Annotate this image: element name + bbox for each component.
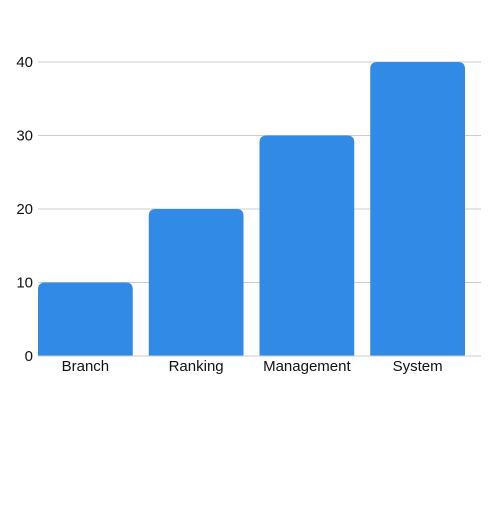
bar-system — [370, 62, 465, 356]
y-tick-label: 40 — [16, 54, 33, 71]
x-tick-label: Ranking — [169, 358, 224, 375]
bar-branch — [38, 283, 133, 357]
y-tick-label: 30 — [16, 128, 33, 145]
bar-management — [260, 136, 355, 357]
x-axis: Branch Ranking Management System — [38, 356, 481, 375]
x-tick-label: System — [393, 358, 443, 375]
y-tick-label: 10 — [16, 275, 33, 292]
y-axis: 0 10 20 30 40 — [16, 54, 33, 365]
y-tick-label: 20 — [16, 201, 33, 218]
y-tick-label: 0 — [25, 348, 33, 365]
x-tick-label: Branch — [62, 358, 110, 375]
x-tick-label: Management — [263, 358, 351, 375]
bar-ranking — [149, 209, 244, 356]
